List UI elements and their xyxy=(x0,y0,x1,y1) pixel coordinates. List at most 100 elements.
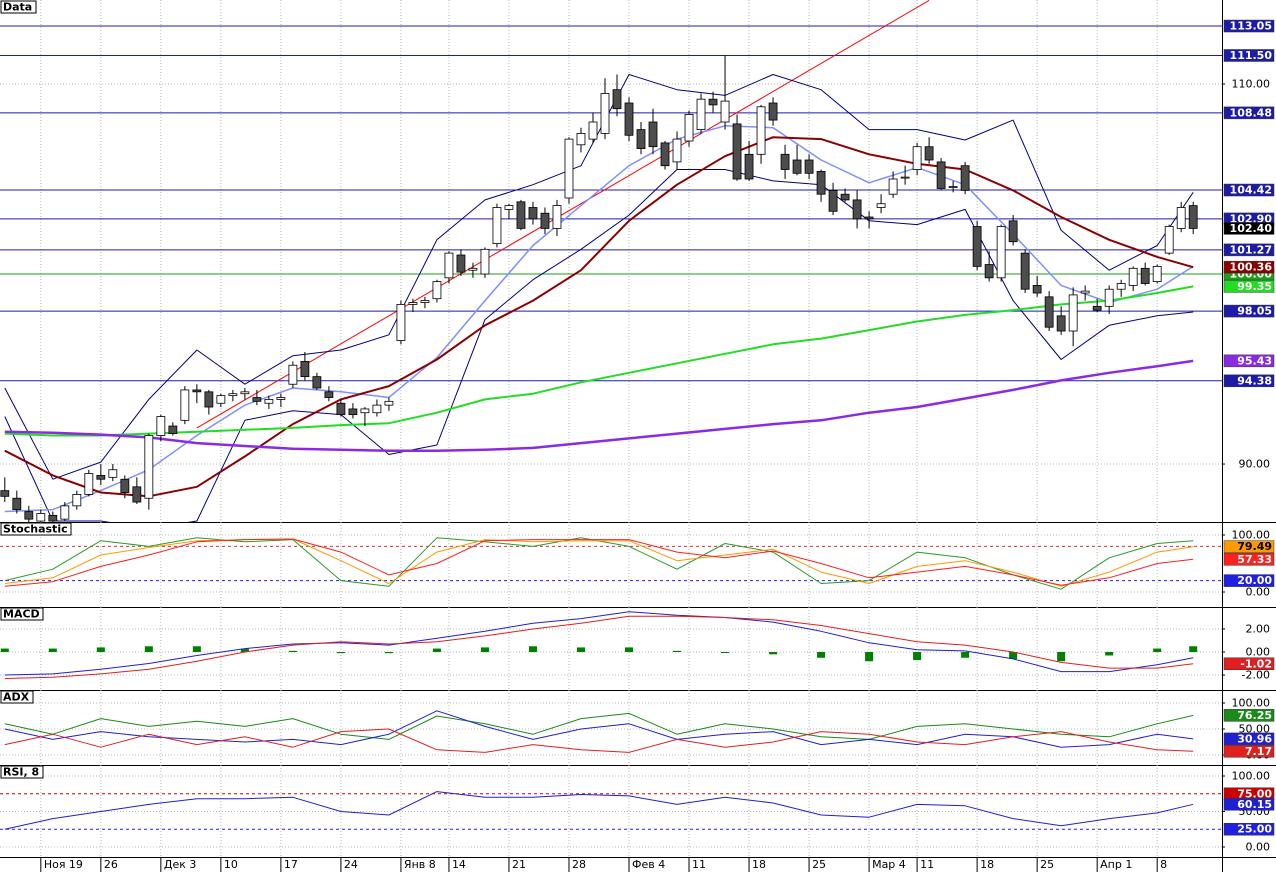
x-tick-label: Дек 3 xyxy=(164,858,197,871)
histogram-bar xyxy=(576,647,585,653)
candle-body xyxy=(372,404,382,414)
candle-body xyxy=(960,165,970,191)
y-tick-label: 90.00 xyxy=(1239,458,1271,471)
panel-title-box xyxy=(0,0,37,14)
series-line xyxy=(4,611,1194,676)
candle-body xyxy=(1020,252,1030,290)
x-tick-label: 17 xyxy=(284,858,298,871)
panel-plot xyxy=(0,690,1222,765)
candle-body xyxy=(204,391,214,408)
candle-body xyxy=(708,98,718,106)
value-label: 94.38 xyxy=(1237,374,1272,387)
candle-body xyxy=(1188,205,1198,229)
candle-body xyxy=(276,397,286,400)
candle-body xyxy=(1176,207,1186,229)
histogram-bar xyxy=(625,647,634,653)
histogram-bar xyxy=(913,652,922,661)
panel-title-box xyxy=(0,522,72,536)
candle-body xyxy=(480,248,490,275)
candle-body xyxy=(324,391,334,398)
histogram-bar xyxy=(1009,652,1018,659)
value-label-box xyxy=(1223,745,1275,758)
panel-plot xyxy=(0,0,1222,522)
candle-body xyxy=(216,395,226,404)
value-label-box xyxy=(1223,243,1275,257)
value-label-box xyxy=(1223,260,1275,274)
series-line xyxy=(4,359,1194,452)
candle-body xyxy=(936,161,946,189)
value-label: 111.50 xyxy=(1230,49,1273,62)
x-tick-label: 18 xyxy=(752,858,766,871)
candle-body xyxy=(612,89,622,110)
candle-body xyxy=(1104,288,1114,307)
value-label: 104.42 xyxy=(1230,184,1272,197)
candle-body xyxy=(252,397,262,402)
candle-body xyxy=(348,408,358,416)
candle-body xyxy=(24,511,34,520)
histogram-bar xyxy=(48,648,57,653)
candle-body xyxy=(492,207,502,245)
series-line xyxy=(4,712,1194,740)
x-tick-label: 26 xyxy=(104,858,118,871)
series-line xyxy=(4,538,1194,587)
histogram-bar xyxy=(1057,652,1066,662)
value-label: 7.17 xyxy=(1245,745,1272,758)
value-label-box xyxy=(1223,49,1275,62)
candle-body xyxy=(948,186,958,189)
value-label: 100.36 xyxy=(1230,261,1273,274)
value-label-box xyxy=(1223,540,1275,553)
value-label: 79.49 xyxy=(1237,540,1272,553)
value-label-box xyxy=(1223,183,1275,197)
candle-body xyxy=(144,435,154,499)
series-line xyxy=(4,136,1194,498)
histogram-bar xyxy=(528,646,537,653)
candle-body xyxy=(264,399,274,404)
y-tick-label: 110.00 xyxy=(1232,77,1271,90)
candle-body xyxy=(840,193,850,201)
candle-body xyxy=(804,159,814,174)
candle-body xyxy=(156,416,166,436)
candle-body xyxy=(720,100,730,123)
value-label-box xyxy=(1223,222,1275,235)
candle-body xyxy=(624,102,634,136)
panel-plot xyxy=(0,765,1222,857)
histogram-bar xyxy=(96,647,105,653)
candle-body xyxy=(444,252,454,279)
histogram-bar xyxy=(961,652,970,658)
candle-body xyxy=(696,98,706,130)
x-tick-label: Апр 1 xyxy=(1100,858,1132,871)
x-tick-label: 11 xyxy=(920,858,934,871)
series-line xyxy=(4,710,1194,748)
panel-labels: 110.00 90.00 113.05 111.50 108.48 104.42 102.9… xyxy=(1222,20,1275,471)
y-tick-label: 100.00 xyxy=(1232,697,1271,710)
value-label: 20.00 xyxy=(1237,574,1272,587)
candle-body xyxy=(744,153,754,180)
candle-body xyxy=(876,203,886,208)
value-label: -1.02 xyxy=(1240,657,1272,670)
value-label: 99.35 xyxy=(1237,280,1272,293)
x-tick-label: 28 xyxy=(572,858,586,871)
candle-body xyxy=(672,138,682,163)
panel-plot xyxy=(0,522,1222,607)
histogram-bar xyxy=(384,652,393,654)
x-tick-label: 14 xyxy=(452,858,466,871)
candle-body xyxy=(900,176,910,179)
candle-body xyxy=(684,113,694,142)
y-tick-label: -2.00 xyxy=(1242,669,1270,682)
histogram-bar xyxy=(769,652,778,655)
panel-title-box xyxy=(0,607,44,621)
candle-body xyxy=(108,469,118,478)
x-tick-label: 21 xyxy=(512,858,526,871)
y-tick-label: 2.00 xyxy=(1246,622,1271,635)
candle-body xyxy=(72,494,82,507)
panel-title: Stochastic xyxy=(3,523,68,536)
candle-body xyxy=(516,201,526,229)
panel-title: Data xyxy=(3,1,32,14)
panel-title: RSI, 8 xyxy=(3,766,39,779)
candle-body xyxy=(780,153,790,170)
